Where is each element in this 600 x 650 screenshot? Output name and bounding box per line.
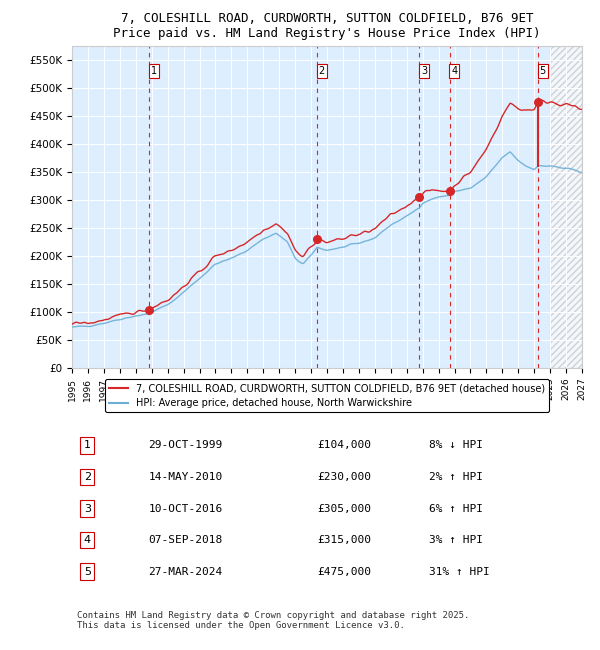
Text: 1: 1 <box>151 66 157 76</box>
Point <box>144 304 154 315</box>
Title: 7, COLESHILL ROAD, CURDWORTH, SUTTON COLDFIELD, B76 9ET
Price paid vs. HM Land R: 7, COLESHILL ROAD, CURDWORTH, SUTTON COL… <box>113 12 541 40</box>
Text: £104,000: £104,000 <box>317 441 371 450</box>
Text: £475,000: £475,000 <box>317 567 371 577</box>
Legend: 7, COLESHILL ROAD, CURDWORTH, SUTTON COLDFIELD, B76 9ET (detached house), HPI: A: 7, COLESHILL ROAD, CURDWORTH, SUTTON COL… <box>105 379 549 412</box>
Point <box>533 96 543 107</box>
Text: 4: 4 <box>84 535 91 545</box>
Text: 4: 4 <box>451 66 457 76</box>
Text: 2: 2 <box>84 472 91 482</box>
Text: 07-SEP-2018: 07-SEP-2018 <box>149 535 223 545</box>
Text: 29-OCT-1999: 29-OCT-1999 <box>149 441 223 450</box>
Bar <box>550 46 582 368</box>
Text: 8% ↓ HPI: 8% ↓ HPI <box>429 441 483 450</box>
Text: 10-OCT-2016: 10-OCT-2016 <box>149 504 223 514</box>
Text: 3: 3 <box>84 504 91 514</box>
Text: 27-MAR-2024: 27-MAR-2024 <box>149 567 223 577</box>
Point <box>312 234 322 244</box>
Text: £230,000: £230,000 <box>317 472 371 482</box>
Text: 14-MAY-2010: 14-MAY-2010 <box>149 472 223 482</box>
Text: £305,000: £305,000 <box>317 504 371 514</box>
Text: 6% ↑ HPI: 6% ↑ HPI <box>429 504 483 514</box>
Point <box>445 186 454 196</box>
Text: Contains HM Land Registry data © Crown copyright and database right 2025.
This d: Contains HM Land Registry data © Crown c… <box>77 611 469 630</box>
Text: 2% ↑ HPI: 2% ↑ HPI <box>429 472 483 482</box>
Text: 1: 1 <box>84 441 91 450</box>
Text: 31% ↑ HPI: 31% ↑ HPI <box>429 567 490 577</box>
Text: 5: 5 <box>539 66 546 76</box>
Text: 3: 3 <box>421 66 427 76</box>
Text: 5: 5 <box>84 567 91 577</box>
Text: £315,000: £315,000 <box>317 535 371 545</box>
Point <box>415 192 424 202</box>
Text: 3% ↑ HPI: 3% ↑ HPI <box>429 535 483 545</box>
Text: 2: 2 <box>319 66 325 76</box>
